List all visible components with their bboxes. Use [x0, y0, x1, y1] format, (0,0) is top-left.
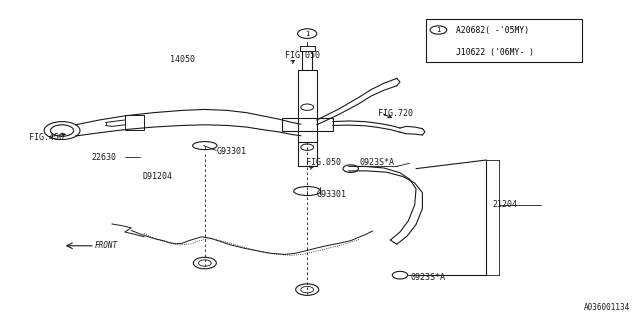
Text: G93301: G93301	[317, 190, 347, 199]
Text: 22630: 22630	[92, 153, 116, 162]
Text: 1: 1	[305, 31, 309, 36]
Text: 14050: 14050	[170, 55, 195, 64]
Text: FIG.450: FIG.450	[29, 133, 64, 142]
Text: 21204: 21204	[493, 200, 518, 209]
Text: D91204: D91204	[142, 172, 172, 180]
Text: A20682( -'05MY): A20682( -'05MY)	[456, 26, 529, 35]
FancyBboxPatch shape	[426, 19, 582, 62]
Text: A036001134: A036001134	[584, 303, 630, 312]
Text: FRONT: FRONT	[95, 241, 118, 250]
Text: FIG.720: FIG.720	[378, 109, 413, 118]
Text: FIG.050: FIG.050	[285, 51, 320, 60]
Text: 1: 1	[436, 27, 440, 33]
Text: FIG.050: FIG.050	[306, 158, 341, 167]
Text: J10622 ('06MY- ): J10622 ('06MY- )	[456, 48, 534, 57]
Text: 0923S*A: 0923S*A	[411, 273, 446, 282]
Text: 0923S*A: 0923S*A	[360, 158, 395, 167]
Text: G93301: G93301	[216, 147, 246, 156]
